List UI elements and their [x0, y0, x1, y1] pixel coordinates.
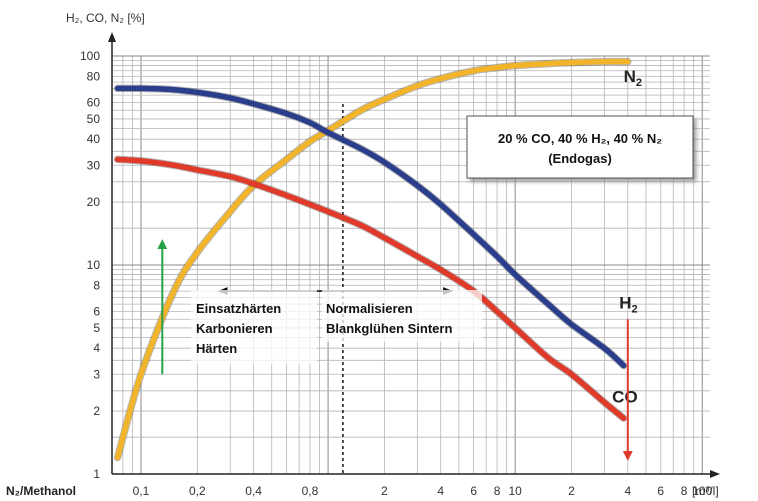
- series-line-2: [114, 156, 627, 421]
- x-tick-label: 0,1: [133, 484, 150, 498]
- y-tick-label: 2: [93, 404, 100, 418]
- y-tick-label: 6: [93, 304, 100, 318]
- x-tick-label: 10: [508, 484, 522, 498]
- x-tick-label: 8: [494, 484, 501, 498]
- annotation-right-1: Normalisieren: [326, 301, 413, 316]
- y-tick-label: 60: [87, 95, 101, 109]
- x-tick-label: 2: [381, 484, 388, 498]
- x-tick-label: 6: [470, 484, 477, 498]
- x-tick-labels: 0,1 0,2 0,4 0,8 2 4 6 8 10 2 4 6 8 100: [133, 484, 713, 498]
- y-axis-label: H₂, CO, N₂ [%]: [66, 11, 145, 25]
- annotation-left-group: Einsatzhärten Karbonieren Härten: [191, 290, 317, 364]
- annotation-right-group: Normalisieren Blankglühen Sintern: [322, 290, 482, 342]
- series-label-2: CO: [612, 387, 638, 406]
- x-tick-label: 6: [657, 484, 664, 498]
- x-axis-arrow: [710, 470, 720, 478]
- x-tick-label: 4: [624, 484, 631, 498]
- y-tick-label: 40: [87, 132, 101, 146]
- annotation-left-3: Härten: [196, 341, 237, 356]
- y-tick-labels: 1 2 3 4 5 6 8 10 20 30 40 50 60 80 100: [80, 49, 100, 481]
- y-axis-arrow: [108, 32, 116, 42]
- x-axis-unit: [m³/l]: [692, 484, 719, 498]
- series-line-1: [114, 85, 627, 369]
- x-tick-label: 0,8: [302, 484, 319, 498]
- annotation-right-2: Blankglühen Sintern: [326, 321, 452, 336]
- x-axis-label: N₂/Methanol: [6, 484, 76, 498]
- y-tick-label: 10: [87, 258, 101, 272]
- y-tick-label: 20: [87, 195, 101, 209]
- series-label-1: H2: [619, 293, 637, 315]
- y-tick-label: 4: [93, 341, 100, 355]
- annotation-left-1: Einsatzhärten: [196, 301, 281, 316]
- x-tick-label: 2: [568, 484, 575, 498]
- series-lines: [113, 57, 632, 462]
- x-tick-label: 4: [437, 484, 444, 498]
- y-tick-label: 3: [93, 367, 100, 381]
- y-tick-label: 80: [87, 69, 101, 83]
- annotation-box: 20 % CO, 40 % H₂, 40 % N₂ (Endogas): [466, 115, 694, 179]
- x-tick-label: 100: [692, 484, 712, 498]
- y-tick-label: 100: [80, 49, 100, 63]
- x-tick-label: 0,4: [245, 484, 262, 498]
- x-tick-label: 0,2: [189, 484, 206, 498]
- y-tick-label: 30: [87, 158, 101, 172]
- y-tick-label: 5: [93, 321, 100, 335]
- annotation-box-line1: 20 % CO, 40 % H₂, 40 % N₂: [498, 131, 662, 146]
- y-tick-label: 1: [93, 467, 100, 481]
- annotation-box-line2: (Endogas): [548, 151, 612, 166]
- y-tick-label: 8: [93, 278, 100, 292]
- series-line-0: [114, 58, 631, 461]
- axes: [108, 32, 720, 478]
- y-tick-label: 50: [87, 112, 101, 126]
- grid: [112, 55, 710, 475]
- series-outline: [113, 155, 628, 422]
- annotation-left-2: Karbonieren: [196, 321, 273, 336]
- x-tick-label: 8: [681, 484, 688, 498]
